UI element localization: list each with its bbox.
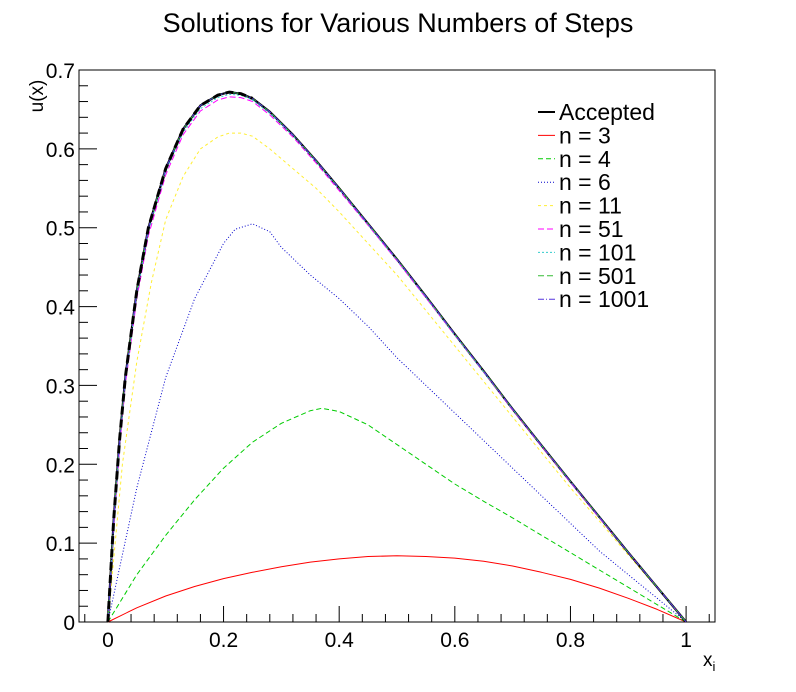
legend-label: Accepted bbox=[559, 99, 655, 125]
y-tick-label: 0 bbox=[63, 612, 75, 635]
x-axis-label-main: x bbox=[703, 650, 713, 671]
x-tick-label: 0.2 bbox=[209, 629, 238, 652]
legend-label: n = 1001 bbox=[559, 286, 649, 312]
legend-label: n = 51 bbox=[559, 216, 624, 242]
series-line-n-1001 bbox=[107, 91, 687, 623]
series-line-n-3 bbox=[107, 555, 687, 623]
plot-frame bbox=[78, 69, 716, 623]
x-tick-label: 1 bbox=[680, 629, 692, 652]
y-axis: 0 0.1 0.2 0.3 0.4 0.5 0.6 0.7 bbox=[46, 60, 97, 635]
series-line-n-11 bbox=[107, 132, 687, 623]
accepted-dashed-overlay bbox=[106, 90, 254, 623]
y-tick-label: 0.4 bbox=[46, 297, 76, 320]
legend-label: n = 3 bbox=[559, 122, 611, 148]
legend-label: n = 101 bbox=[559, 239, 636, 265]
y-axis-label: u(x) bbox=[27, 80, 48, 113]
legend-label: n = 501 bbox=[559, 263, 636, 289]
x-tick-label: 0.6 bbox=[440, 629, 469, 652]
y-tick-label: 0.1 bbox=[46, 533, 75, 556]
legend-label: n = 11 bbox=[559, 193, 622, 219]
y-tick-label: 0.5 bbox=[46, 218, 75, 241]
x-tick-label: 0.8 bbox=[556, 629, 585, 652]
legend-label: n = 4 bbox=[559, 146, 611, 172]
y-tick-label: 0.6 bbox=[46, 139, 75, 162]
x-tick-label: 0.4 bbox=[325, 629, 355, 652]
chart-title: Solutions for Various Numbers of Steps bbox=[163, 8, 634, 38]
x-tick-label: 0 bbox=[102, 629, 114, 652]
series-layer bbox=[106, 90, 687, 623]
x-axis-label-subscript: i bbox=[713, 659, 716, 674]
y-tick-label: 0.7 bbox=[46, 60, 75, 83]
series-line-n-6 bbox=[107, 223, 687, 623]
x-axis-label: xi bbox=[703, 650, 716, 674]
x-axis: 0 0.2 0.4 0.6 0.8 1 bbox=[84, 606, 710, 652]
y-tick-label: 0.3 bbox=[46, 375, 75, 398]
series-line-n-4 bbox=[107, 407, 687, 623]
legend-label: n = 6 bbox=[559, 169, 611, 195]
y-tick-label: 0.2 bbox=[46, 454, 75, 477]
